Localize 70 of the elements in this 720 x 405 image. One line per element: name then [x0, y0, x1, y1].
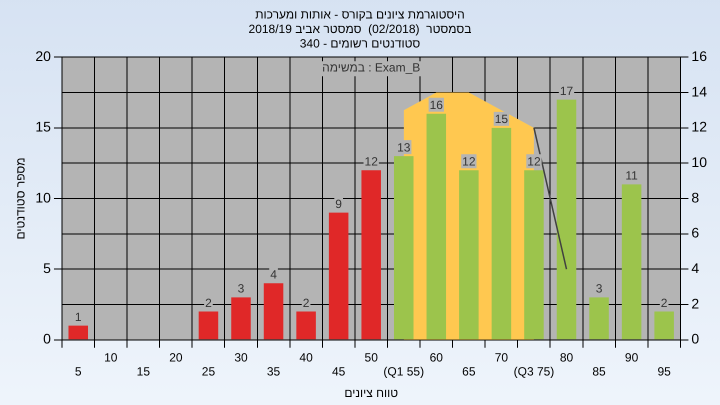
- x-tick-label: 5: [74, 364, 82, 379]
- y2-tick-label: 2: [691, 295, 700, 312]
- bar: [68, 326, 88, 340]
- data-label: 2: [660, 296, 668, 310]
- x-tick-label: 20: [169, 350, 183, 364]
- x-axis-title: טווח ציונים: [344, 386, 398, 400]
- data-label: 13: [397, 140, 411, 154]
- x-tick-label: (Q1 55): [383, 364, 424, 379]
- bar: [231, 297, 251, 340]
- data-label: 12: [364, 154, 378, 169]
- x-tick-label: 25: [202, 364, 216, 379]
- x-tick-label: 15: [136, 364, 150, 379]
- y-tick-label: 20: [35, 48, 52, 64]
- bar: [654, 312, 674, 340]
- y2-tick-label: 10: [691, 154, 708, 170]
- x-tick-label: (Q3 75): [514, 364, 554, 379]
- data-label: 17: [560, 84, 574, 98]
- y-tick-label: 0: [43, 330, 52, 347]
- y2-tick-label: 8: [691, 189, 700, 206]
- chart-subtitle: בסמסטר (02/2018) סמסטר אביב 2018/19 סטודנטים רשומים - 340: [248, 22, 472, 50]
- y2-tick-label: 6: [691, 224, 700, 241]
- bar: [328, 212, 348, 340]
- data-label: 4: [270, 268, 278, 282]
- bar: [296, 312, 316, 340]
- bar: [524, 170, 544, 340]
- x-tick-label: 50: [364, 350, 378, 364]
- bar: [459, 170, 479, 340]
- y2-tick-label: 4: [691, 260, 700, 276]
- x-tick-label: 60: [430, 350, 444, 364]
- bar: [264, 283, 284, 340]
- data-label: 3: [596, 282, 603, 296]
- data-label: 15: [494, 112, 508, 126]
- x-tick-label: 90: [624, 350, 639, 364]
- x-tick-label: 10: [104, 350, 118, 364]
- data-label: 16: [430, 98, 444, 112]
- data-label: 12: [527, 154, 541, 169]
- y2-tick-label: 12: [691, 118, 708, 135]
- bar: [622, 184, 642, 340]
- y2-tick-label: 0: [691, 330, 700, 347]
- data-label: 11: [625, 168, 638, 183]
- x-tick-label: 35: [266, 364, 281, 379]
- x-tick-label: 45: [332, 364, 346, 379]
- bar: [556, 100, 576, 340]
- y2-tick-label: 14: [691, 83, 708, 100]
- x-tick-label: 85: [592, 364, 606, 379]
- data-label: 12: [462, 154, 476, 169]
- data-label: 3: [238, 282, 245, 296]
- data-label: 2: [302, 296, 310, 310]
- y-tick-label: 10: [35, 189, 52, 206]
- bar: [589, 297, 609, 340]
- annotation: במשימה : Exam_B: [322, 60, 420, 75]
- bar: [198, 312, 218, 340]
- bar: [361, 170, 381, 340]
- bar: [394, 156, 414, 340]
- x-tick-label: 40: [299, 350, 314, 364]
- y-tick-label: 5: [43, 260, 52, 276]
- y-axis-title: מספר סטודנטים: [14, 157, 28, 240]
- chart-title: היסטוגרמת ציונים בקורס - אותות ומערכות: [255, 8, 465, 22]
- data-label: 2: [205, 296, 212, 310]
- x-tick-label: 30: [234, 350, 248, 364]
- x-tick-label: 70: [494, 350, 508, 364]
- y-tick-label: 15: [35, 118, 52, 135]
- bar: [492, 128, 512, 340]
- x-tick-label: 80: [560, 350, 574, 364]
- bar: [426, 114, 446, 340]
- x-tick-label: 95: [657, 364, 672, 379]
- data-label: 9: [335, 196, 342, 211]
- x-tick-label: 65: [462, 364, 476, 379]
- data-label: 1: [74, 310, 82, 324]
- y2-tick-label: 16: [691, 48, 708, 64]
